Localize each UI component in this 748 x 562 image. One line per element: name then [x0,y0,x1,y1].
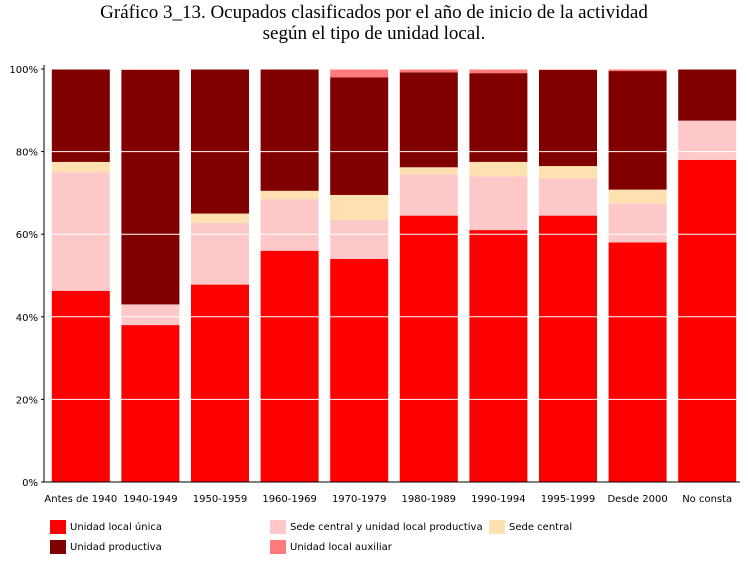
x-tick-label: 1940-1949 [123,494,178,505]
bar-segment [260,250,319,482]
bar-segment [51,161,110,173]
legend-item: Unidad local única [50,520,162,534]
bar-segment [469,176,528,231]
bar-segment [51,290,110,482]
bar-segment [678,120,737,160]
x-tick-label: Antes de 1940 [44,494,117,505]
bar-segment [191,213,249,223]
bar-segment [469,69,528,74]
bar-segment [608,189,667,204]
x-tick-label: 1950-1959 [193,494,248,505]
legend-swatch [489,520,505,534]
bar-segment [608,69,667,72]
bar-segment [539,178,597,216]
y-tick-label: 20% [16,395,38,406]
chart-title: Gráfico 3_13. Ocupados clasificados por … [0,2,748,44]
bar-segment [330,219,389,259]
bar-segment [51,172,110,291]
bar-segment [469,230,528,482]
bar-segment [469,161,528,177]
bar-segment [539,215,597,483]
bar-segment [330,77,389,195]
legend-item: Unidad local auxiliar [270,540,392,554]
bar-segment [260,199,319,251]
legend-label: Unidad productiva [70,541,162,553]
legend-swatch [270,520,286,534]
x-tick-label: 1990-1994 [471,494,526,505]
y-tick-label: 0% [22,478,38,489]
x-tick-label: 1980-1989 [402,494,457,505]
bar-segment [399,69,458,73]
bar-segment [608,242,667,482]
legend-swatch [270,540,286,554]
bar-segment [330,194,389,220]
bar-segment [539,69,597,167]
bar-segment [330,258,389,482]
bar-segment [608,203,667,243]
bar-segment [121,69,180,305]
chart-title-line2: según el tipo de unidad local. [262,23,486,44]
bar-segment [608,71,667,190]
bar-segment [399,215,458,483]
legend-label: Sede central y unidad local productiva [290,521,483,533]
bar-segment [469,73,528,162]
bar-segment [51,69,110,162]
x-tick-label: 1960-1969 [262,494,317,505]
bar-segment [678,69,737,121]
bar-segment [399,167,458,175]
bar-segment [260,190,319,200]
bar-segment [121,325,180,482]
legend-label: Unidad local única [70,521,162,533]
legend-swatch [50,540,66,554]
bar-segment [330,69,389,78]
bar-segment [399,174,458,216]
chart-title-line1: Gráfico 3_13. Ocupados clasificados por … [100,2,648,23]
x-tick-label: 1995-1999 [541,494,596,505]
legend-label: Sede central [509,521,573,533]
bar-segment [121,304,180,326]
bar-segment [191,284,249,482]
x-tick-label: 1970-1979 [332,494,387,505]
legend-item: Sede central y unidad local productiva [270,520,483,534]
bar-segment [678,159,737,483]
y-tick-label: 80% [16,148,38,159]
bar-segment [399,72,458,168]
y-tick-label: 100% [9,65,38,76]
legend-label: Unidad local auxiliar [290,541,392,553]
legend-item: Sede central [489,520,572,534]
y-tick-label: 40% [16,313,38,324]
legend-item: Unidad productiva [50,540,162,554]
bar-segment [191,69,249,214]
bar-segment [260,69,319,191]
bar-segment [539,166,597,179]
x-tick-label: Desde 2000 [607,494,667,505]
y-tick-label: 60% [16,230,38,241]
x-tick-label: No consta [682,494,732,505]
bar-segment [191,222,249,285]
legend-swatch [50,520,66,534]
